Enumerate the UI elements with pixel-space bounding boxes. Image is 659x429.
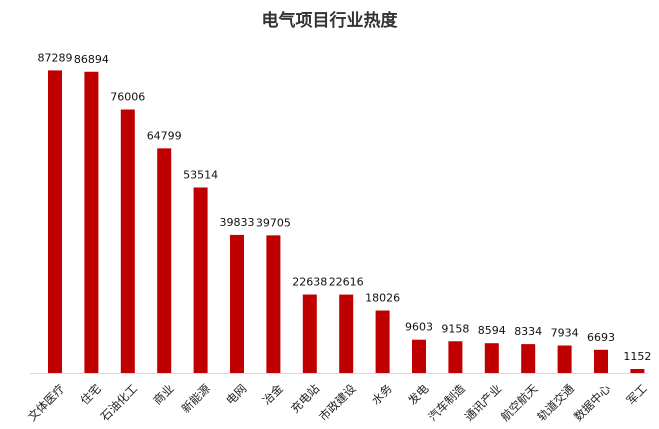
tick-label-11: 汽车制造 bbox=[425, 381, 468, 424]
bar-5 bbox=[230, 234, 244, 373]
bar-15 bbox=[594, 349, 608, 373]
chart-title: 电气项目行业热度 bbox=[261, 11, 398, 31]
bar-13 bbox=[521, 344, 536, 373]
tick-label-1: 住宅 bbox=[78, 381, 104, 407]
bar-2 bbox=[120, 109, 135, 373]
tick-label-9: 水务 bbox=[369, 381, 396, 408]
bar-9 bbox=[375, 310, 390, 373]
data-label-4: 53514 bbox=[183, 168, 218, 181]
tick-label-4: 新能源 bbox=[179, 381, 214, 416]
tick-label-14: 轨道交通 bbox=[535, 381, 578, 424]
data-label-5: 39833 bbox=[220, 216, 255, 229]
data-label-10: 9603 bbox=[405, 321, 433, 334]
tick-label-8: 市政建设 bbox=[316, 381, 359, 424]
tick-label-13: 航空航天 bbox=[498, 381, 541, 424]
data-label-0: 87289 bbox=[38, 51, 73, 64]
bar-0 bbox=[48, 70, 62, 373]
data-label-16: 1152 bbox=[623, 350, 651, 363]
tick-label-5: 电网 bbox=[223, 381, 249, 407]
bar-7 bbox=[302, 294, 317, 373]
tick-label-16: 军工 bbox=[624, 381, 650, 407]
tick-label-6: 冶金 bbox=[260, 381, 287, 408]
data-label-11: 9158 bbox=[441, 322, 469, 335]
tick-label-15: 数据中心 bbox=[571, 381, 614, 424]
data-label-9: 18026 bbox=[365, 292, 400, 305]
tick-label-7: 充电站 bbox=[288, 381, 323, 416]
bar-14 bbox=[557, 345, 572, 373]
data-label-8: 22616 bbox=[329, 276, 364, 289]
data-label-1: 86894 bbox=[74, 53, 109, 66]
tick-label-10: 发电 bbox=[405, 381, 432, 408]
tick-label-2: 石油化工 bbox=[98, 381, 140, 423]
bar-12 bbox=[484, 343, 499, 373]
bar-8 bbox=[339, 294, 354, 373]
bar-16 bbox=[630, 369, 645, 373]
bar-10 bbox=[412, 339, 426, 373]
bar-4 bbox=[193, 187, 208, 373]
tick-label-3: 商业 bbox=[150, 381, 176, 407]
data-label-13: 8334 bbox=[514, 325, 542, 338]
data-label-3: 64799 bbox=[147, 129, 182, 142]
tick-label-12: 通讯产业 bbox=[462, 381, 504, 423]
bar-6 bbox=[266, 235, 281, 373]
bar-3 bbox=[157, 148, 172, 373]
data-label-12: 8594 bbox=[478, 324, 506, 337]
tick-label-0: 文体医疗 bbox=[25, 381, 67, 423]
bar-11 bbox=[448, 341, 463, 373]
data-label-7: 22638 bbox=[292, 276, 327, 289]
data-label-15: 6693 bbox=[587, 331, 615, 344]
data-label-6: 39705 bbox=[256, 216, 291, 229]
bar-1 bbox=[84, 71, 99, 374]
data-label-14: 7934 bbox=[551, 326, 579, 339]
data-label-2: 76006 bbox=[110, 91, 145, 104]
